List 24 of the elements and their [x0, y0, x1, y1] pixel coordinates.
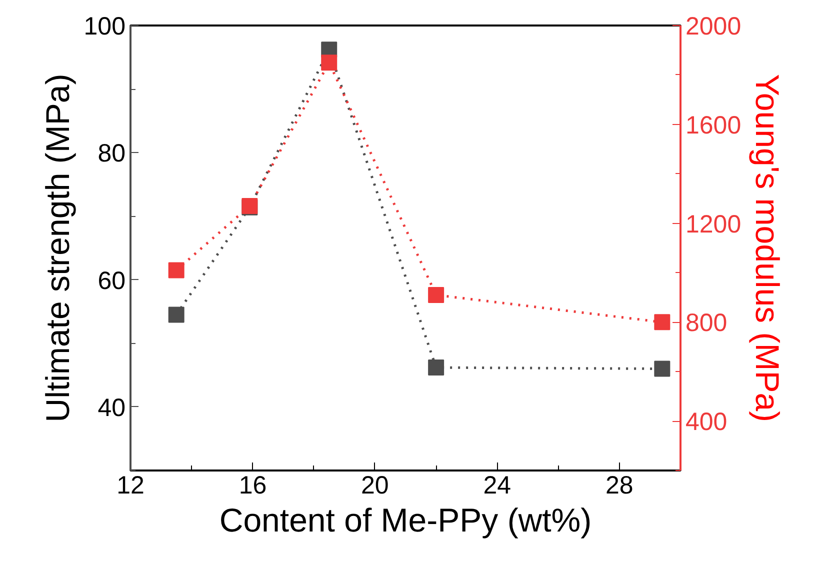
y-tick-label: 80	[98, 140, 126, 168]
point	[654, 360, 670, 377]
point	[168, 262, 184, 278]
y2-axis-title: Young's modulus (MPa)	[749, 74, 786, 422]
x-tick-label: 12	[116, 472, 144, 500]
x-tick-label: 28	[605, 472, 634, 500]
y-axis-title: Ultimate strength (MPa)	[38, 74, 76, 422]
y2-tick-label: 1200	[686, 210, 742, 238]
x-tick-label: 16	[238, 472, 267, 500]
point	[654, 314, 670, 330]
y2-tick-label: 1600	[686, 111, 742, 140]
y-tick-label: 100	[84, 12, 126, 40]
x-axis-title: Content of Me-PPy (wt%)	[219, 502, 592, 538]
y-tick-label: 40	[98, 394, 126, 422]
y2-tick-label: 2000	[686, 12, 742, 40]
point	[321, 54, 338, 71]
x-tick-label: 24	[483, 472, 512, 500]
y2-tick-label: 400	[686, 408, 728, 436]
y2-tick-label: 800	[686, 309, 728, 338]
point	[428, 286, 444, 303]
y-tick-label: 60	[98, 266, 126, 295]
point	[168, 306, 184, 323]
point	[428, 360, 444, 376]
x-tick-label: 20	[361, 472, 389, 500]
